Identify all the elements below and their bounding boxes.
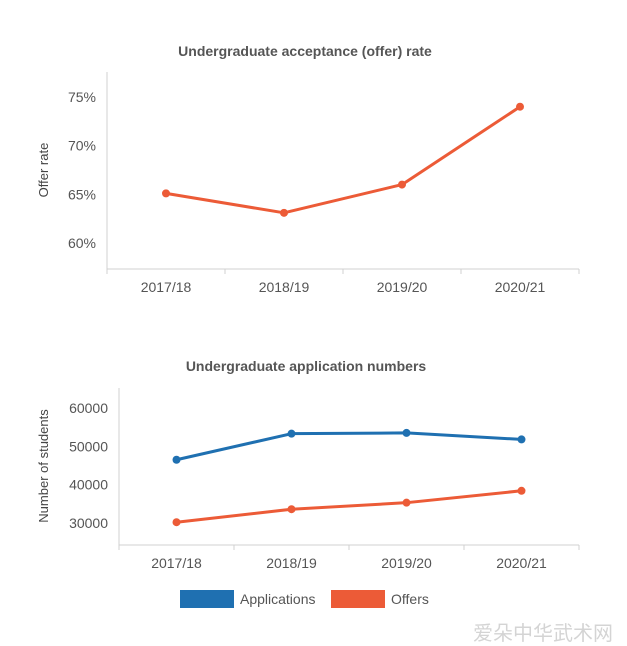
watermark: 爱朵中华武术网	[473, 622, 613, 645]
chart1-y-tick-label: 75%	[68, 89, 96, 105]
chart2-y-tick-label: 40000	[69, 477, 108, 493]
chart2-series	[172, 428, 526, 527]
chart2-y-axis-label: Number of students	[36, 409, 51, 523]
chart1-y-axis-label: Offer rate	[36, 143, 51, 198]
chart2-y-tick-label: 60000	[69, 400, 108, 416]
chart2-data-point	[517, 486, 526, 495]
chart1-data-point	[516, 102, 524, 111]
chart2-x-tick-label: 2017/18	[151, 555, 202, 571]
chart2-title: Undergraduate application numbers	[186, 358, 427, 374]
chart1-y-ticks: 60% 65% 70% 75%	[68, 89, 96, 251]
chart1-series-line	[164, 105, 522, 215]
chart2-data-point	[172, 518, 181, 527]
chart2-data-point	[517, 435, 526, 444]
offer-rate-chart: Undergraduate acceptance (offer) rate Of…	[36, 43, 580, 295]
chart1-title: Undergraduate acceptance (offer) rate	[178, 43, 432, 59]
chart2-series-line	[175, 489, 523, 524]
chart2-data-point	[287, 429, 296, 438]
application-numbers-chart: Undergraduate application numbers Number…	[36, 358, 580, 608]
chart2-x-tick-label: 2018/19	[266, 555, 317, 571]
chart2-y-tick-label: 30000	[69, 515, 108, 531]
chart1-data-point	[398, 180, 406, 189]
chart1-x-tick-label: 2020/21	[495, 279, 546, 295]
legend-label: Offers	[391, 591, 429, 607]
chart1-data-point	[280, 208, 288, 217]
legend-label: Applications	[240, 591, 316, 607]
chart2-data-point	[287, 505, 296, 514]
chart2-x-tick-label: 2020/21	[496, 555, 547, 571]
legend-swatch	[331, 590, 385, 608]
chart1-x-tick-label: 2019/20	[377, 279, 428, 295]
chart1-data-point	[162, 189, 170, 198]
chart2-legend: Applications Offers	[180, 590, 429, 608]
legend-swatch	[180, 590, 234, 608]
chart2-data-point	[172, 455, 181, 464]
chart1-x-ticks: 2017/18 2018/19 2019/20 2020/21	[106, 269, 580, 295]
chart1-y-tick-label: 65%	[68, 186, 96, 202]
chart2-x-tick-label: 2019/20	[381, 555, 432, 571]
chart1-y-tick-label: 60%	[68, 235, 96, 251]
chart2-y-tick-label: 50000	[69, 438, 108, 454]
chart2-y-ticks: 30000 40000 50000 60000	[69, 400, 108, 531]
chart1-x-tick-label: 2018/19	[259, 279, 310, 295]
chart1-x-tick-label: 2017/18	[141, 279, 192, 295]
chart2-x-ticks: 2017/18 2018/19 2019/20 2020/21	[118, 545, 580, 571]
chart1-y-tick-label: 70%	[68, 138, 96, 154]
chart2-data-point	[402, 428, 411, 437]
chart2-data-point	[402, 498, 411, 507]
chart1-series	[162, 102, 524, 217]
chart2-series-line	[175, 431, 523, 462]
